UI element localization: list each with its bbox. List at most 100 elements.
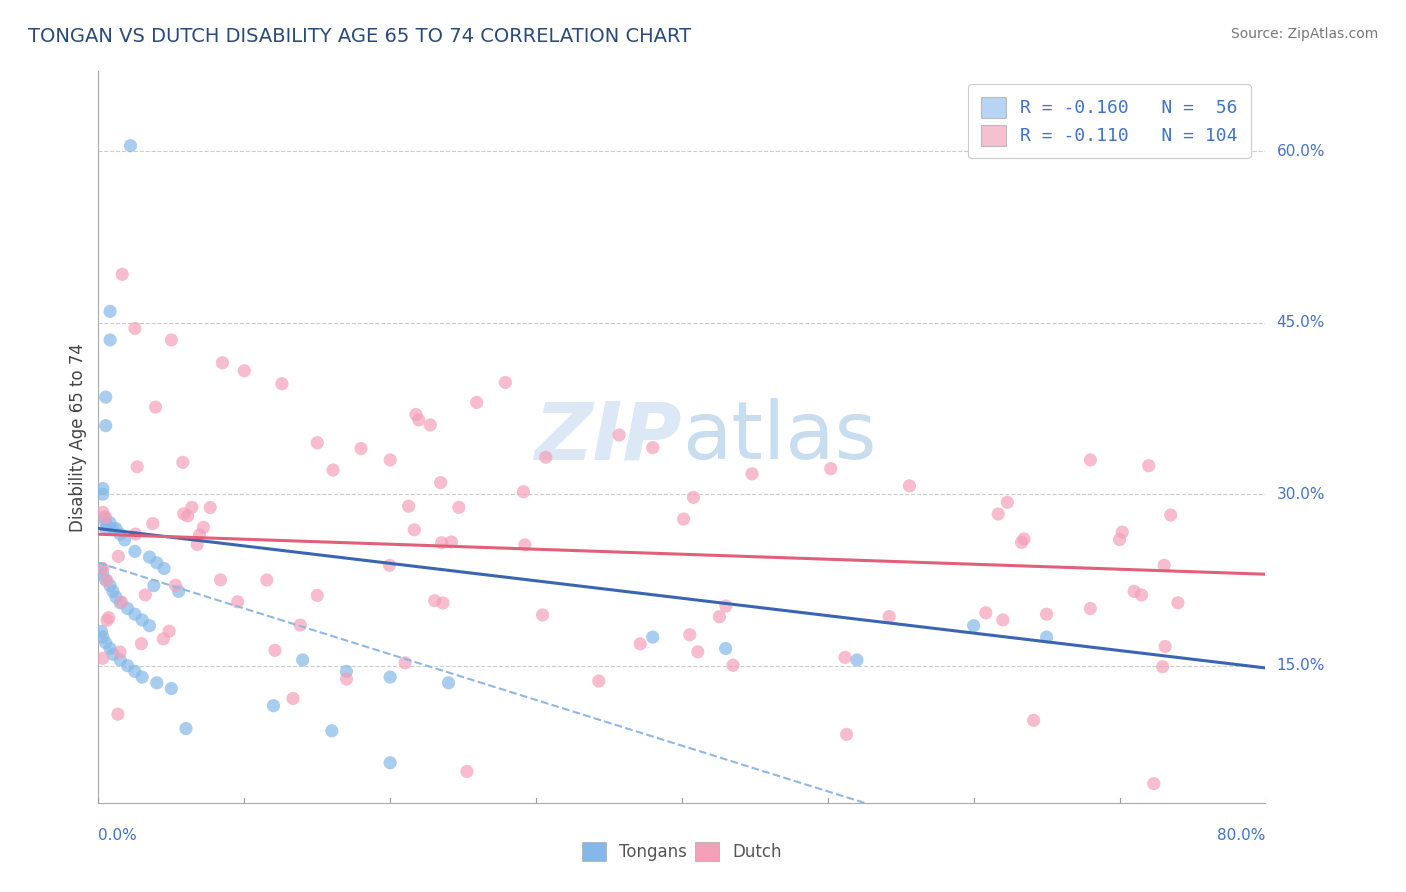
Point xyxy=(672,512,695,526)
Point xyxy=(432,596,454,610)
Point xyxy=(641,630,664,644)
Point xyxy=(138,618,160,632)
Legend: Tongans, Dutch: Tongans, Dutch xyxy=(575,835,789,868)
Point xyxy=(91,630,114,644)
Point xyxy=(291,653,314,667)
Point xyxy=(93,510,115,524)
Point xyxy=(167,584,190,599)
Point xyxy=(307,588,329,602)
Point xyxy=(321,723,343,738)
Point xyxy=(1153,558,1175,573)
Point xyxy=(124,665,146,679)
Point xyxy=(101,647,124,661)
Point xyxy=(91,567,114,582)
Point xyxy=(98,579,121,593)
Point xyxy=(173,507,195,521)
Point xyxy=(686,645,709,659)
Point xyxy=(877,609,900,624)
Point xyxy=(226,595,249,609)
Point xyxy=(94,510,117,524)
Point xyxy=(820,461,842,475)
Point xyxy=(101,584,124,599)
Point xyxy=(96,613,118,627)
Point xyxy=(90,561,112,575)
Point xyxy=(350,442,373,456)
Point xyxy=(124,607,146,622)
Point xyxy=(398,499,420,513)
Point xyxy=(1022,714,1045,728)
Point xyxy=(1035,630,1057,644)
Point xyxy=(98,641,121,656)
Point xyxy=(962,618,984,632)
Point xyxy=(94,573,117,587)
Point xyxy=(437,675,460,690)
Point xyxy=(394,656,416,670)
Point xyxy=(607,428,630,442)
Text: 80.0%: 80.0% xyxy=(1218,828,1265,843)
Text: atlas: atlas xyxy=(682,398,876,476)
Point xyxy=(94,390,117,404)
Point xyxy=(188,528,211,542)
Point xyxy=(96,574,118,588)
Point xyxy=(846,653,869,667)
Point xyxy=(1152,659,1174,673)
Point xyxy=(1080,453,1102,467)
Point xyxy=(110,596,132,610)
Point xyxy=(1080,601,1102,615)
Point xyxy=(513,538,536,552)
Point xyxy=(146,675,169,690)
Point xyxy=(290,618,312,632)
Point xyxy=(1035,607,1057,622)
Text: 30.0%: 30.0% xyxy=(1277,487,1324,501)
Point xyxy=(281,691,304,706)
Point xyxy=(835,727,858,741)
Point xyxy=(233,364,256,378)
Point xyxy=(145,400,167,414)
Point xyxy=(1012,532,1035,546)
Point xyxy=(91,651,114,665)
Point xyxy=(176,508,198,523)
Y-axis label: Disability Age 65 to 74: Disability Age 65 to 74 xyxy=(69,343,87,532)
Point xyxy=(153,561,176,575)
Text: 45.0%: 45.0% xyxy=(1277,315,1324,330)
Point xyxy=(165,578,187,592)
Point xyxy=(408,413,430,427)
Point xyxy=(494,376,516,390)
Point xyxy=(1111,525,1133,540)
Point xyxy=(1123,584,1146,599)
Point xyxy=(110,527,132,541)
Point xyxy=(380,453,402,467)
Point xyxy=(142,579,165,593)
Point xyxy=(429,475,451,490)
Point xyxy=(423,593,446,607)
Point xyxy=(91,561,114,575)
Point xyxy=(721,658,744,673)
Point xyxy=(131,670,153,684)
Point xyxy=(987,507,1010,521)
Point xyxy=(124,527,146,541)
Point xyxy=(198,500,221,515)
Point xyxy=(114,533,136,547)
Text: 0.0%: 0.0% xyxy=(98,828,138,843)
Point xyxy=(110,595,132,609)
Point xyxy=(124,321,146,335)
Point xyxy=(709,609,731,624)
Point xyxy=(440,535,463,549)
Point xyxy=(380,670,402,684)
Point xyxy=(512,484,534,499)
Point xyxy=(91,482,114,496)
Point xyxy=(898,479,921,493)
Point xyxy=(534,450,557,465)
Point xyxy=(211,356,233,370)
Point xyxy=(974,606,997,620)
Point xyxy=(335,672,357,686)
Point xyxy=(117,601,139,615)
Point xyxy=(107,707,129,722)
Point xyxy=(1011,535,1033,549)
Point xyxy=(101,521,124,535)
Point xyxy=(98,304,121,318)
Point xyxy=(465,395,488,409)
Point xyxy=(1167,596,1189,610)
Point xyxy=(193,520,215,534)
Point xyxy=(107,549,129,564)
